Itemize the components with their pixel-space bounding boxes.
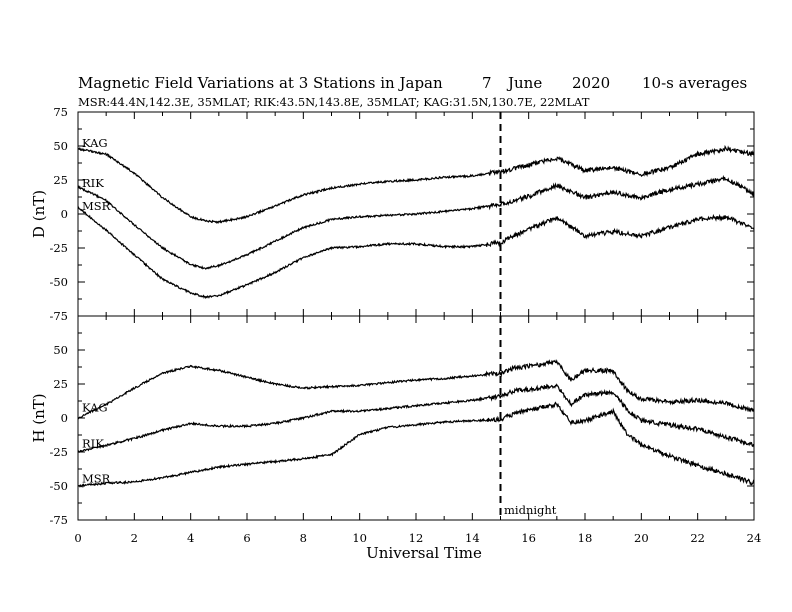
x-tick-label: 20: [634, 531, 649, 545]
series-label-rik-top: RIK: [82, 176, 104, 190]
y-tick-label-top: 0: [61, 207, 68, 221]
x-tick-label: 2: [131, 531, 138, 545]
series-line-rik-bottom: [77, 383, 755, 454]
y-tick-label-top: -75: [49, 309, 68, 323]
chart-averaging: 10-s averages: [642, 74, 747, 92]
series-label-kag-top: KAG: [82, 136, 108, 150]
y-tick-label-bottom: 50: [53, 343, 68, 357]
y-tick-label-top: -50: [49, 275, 68, 289]
y-tick-label-bottom: 25: [53, 377, 68, 391]
chart-title: Magnetic Field Variations at 3 Stations …: [78, 74, 443, 92]
series-line-rik-top: [77, 174, 755, 270]
x-tick-label: 8: [300, 531, 307, 545]
series-label-msr-bottom: MSR: [82, 471, 111, 485]
series-line-kag-top: [77, 144, 755, 224]
x-tick-label: 6: [243, 531, 250, 545]
series-line-msr-bottom: [77, 401, 755, 489]
y-tick-label-top: 75: [53, 105, 68, 119]
series-label-rik-bottom: RIK: [82, 436, 104, 450]
x-tick-label: 18: [578, 531, 593, 545]
y-tick-label-bottom: -50: [49, 479, 68, 493]
midnight-label: midnight: [504, 503, 557, 517]
chart-date-day: 7: [482, 74, 492, 92]
y-tick-label-top: 50: [53, 139, 68, 153]
x-tick-label: 24: [747, 531, 762, 545]
series-line-kag-bottom: [77, 359, 755, 420]
plot-frame-bottom: [77, 315, 755, 521]
chart-date-month: June: [506, 74, 542, 92]
series-label-kag-bottom: KAG: [82, 401, 108, 415]
x-tick-label: 4: [187, 531, 194, 545]
y-tick-label-top: -25: [49, 241, 68, 255]
x-tick-label: 16: [521, 531, 536, 545]
y-tick-label-bottom: 0: [61, 411, 68, 425]
x-tick-label: 0: [74, 531, 81, 545]
y-tick-label-bottom: -75: [49, 513, 68, 527]
x-tick-label: 12: [409, 531, 424, 545]
stations-info: MSR:44.4N,142.3E, 35MLAT; RIK:43.5N,143.…: [78, 95, 590, 109]
x-axis-title: Universal Time: [366, 544, 482, 562]
y-axis-title-bottom: H (nT): [30, 393, 48, 442]
y-tick-label-bottom: -25: [49, 445, 68, 459]
x-tick-label: 14: [465, 531, 480, 545]
y-tick-label-top: 25: [53, 173, 68, 187]
x-tick-label: 22: [690, 531, 705, 545]
x-tick-label: 10: [352, 531, 367, 545]
y-axis-title-top: D (nT): [30, 190, 48, 238]
chart-date-year: 2020: [572, 74, 610, 92]
series-line-msr-top: [77, 206, 755, 300]
series-label-msr-top: MSR: [82, 199, 111, 213]
